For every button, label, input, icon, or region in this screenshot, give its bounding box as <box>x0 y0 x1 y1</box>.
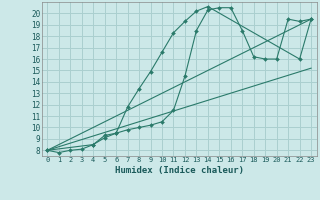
X-axis label: Humidex (Indice chaleur): Humidex (Indice chaleur) <box>115 166 244 175</box>
